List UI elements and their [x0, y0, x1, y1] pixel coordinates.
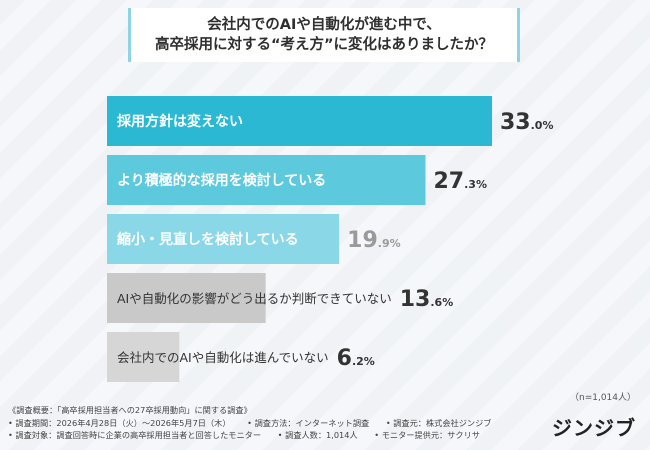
footer-method: • 調査方法：インターネット調査: [247, 417, 370, 428]
survey-footer: 《調査概要：「高卒採用担当者への27卒採用動向」に関する調査》 • 調査期間：2…: [8, 404, 506, 442]
footer-provider: • モニター提供元：サクリサ: [374, 430, 480, 440]
brand-logo: ジンジブ: [552, 416, 636, 440]
bar-4: [107, 273, 266, 323]
footer-period: • 調査期間：2026年4月28日（火）〜2026年5月7日（木）: [8, 417, 231, 428]
value-label-2: 27.3%: [434, 169, 487, 194]
question-line-1: 会社内でのAIや自動化が進む中で、: [207, 17, 441, 33]
bar-5: [107, 332, 180, 382]
value-label-3: 19.9%: [347, 228, 400, 253]
footer-count: • 調査人数：1,014人: [277, 430, 358, 440]
bar-label-1: 採用方針は変えない: [117, 113, 243, 130]
question-line-2: 高卒採用に対する“考え方”に変化はありましたか？: [154, 37, 494, 53]
footer-survey-title: 《調査概要：「高卒採用担当者への27卒採用動向」に関する調査》: [8, 405, 252, 415]
bar-1: [107, 96, 492, 146]
value-label-4: 13.6%: [400, 287, 453, 312]
bar-2: [107, 155, 426, 205]
footer-source: • 調査元：株式会社ジンジブ: [385, 417, 492, 428]
bar-label-3: 縮小・見直しを検討している: [117, 231, 299, 248]
bar-label-4: AIや自動化の影響がどう出るか判断できていない: [117, 291, 392, 306]
footer-target: • 調査対象：調査回答時に企業の高卒採用担当者と回答したモニター: [8, 430, 262, 440]
value-label-1: 33.0%: [500, 110, 553, 135]
sample-size-note: （n=1,014人）: [569, 393, 636, 403]
bar-label-2: より積極的な採用を検討している: [117, 172, 326, 189]
value-label-5: 6.2%: [337, 346, 375, 371]
footer-row-2: • 調査期間：2026年4月28日（火）〜2026年5月7日（木） • 調査方法…: [8, 417, 506, 430]
bar-3: [107, 214, 340, 264]
bar-label-5: 会社内でのAIや自動化は進んでいない: [117, 350, 329, 365]
footer-row-3: • 調査対象：調査回答時に企業の高卒採用担当者と回答したモニター • 調査人数：…: [8, 429, 506, 442]
footer-row-1: 《調査概要：「高卒採用担当者への27卒採用動向」に関する調査》: [8, 404, 506, 417]
question-box: 会社内でのAIや自動化が進む中で、 高卒採用に対する“考え方”に変化はありました…: [128, 8, 520, 62]
